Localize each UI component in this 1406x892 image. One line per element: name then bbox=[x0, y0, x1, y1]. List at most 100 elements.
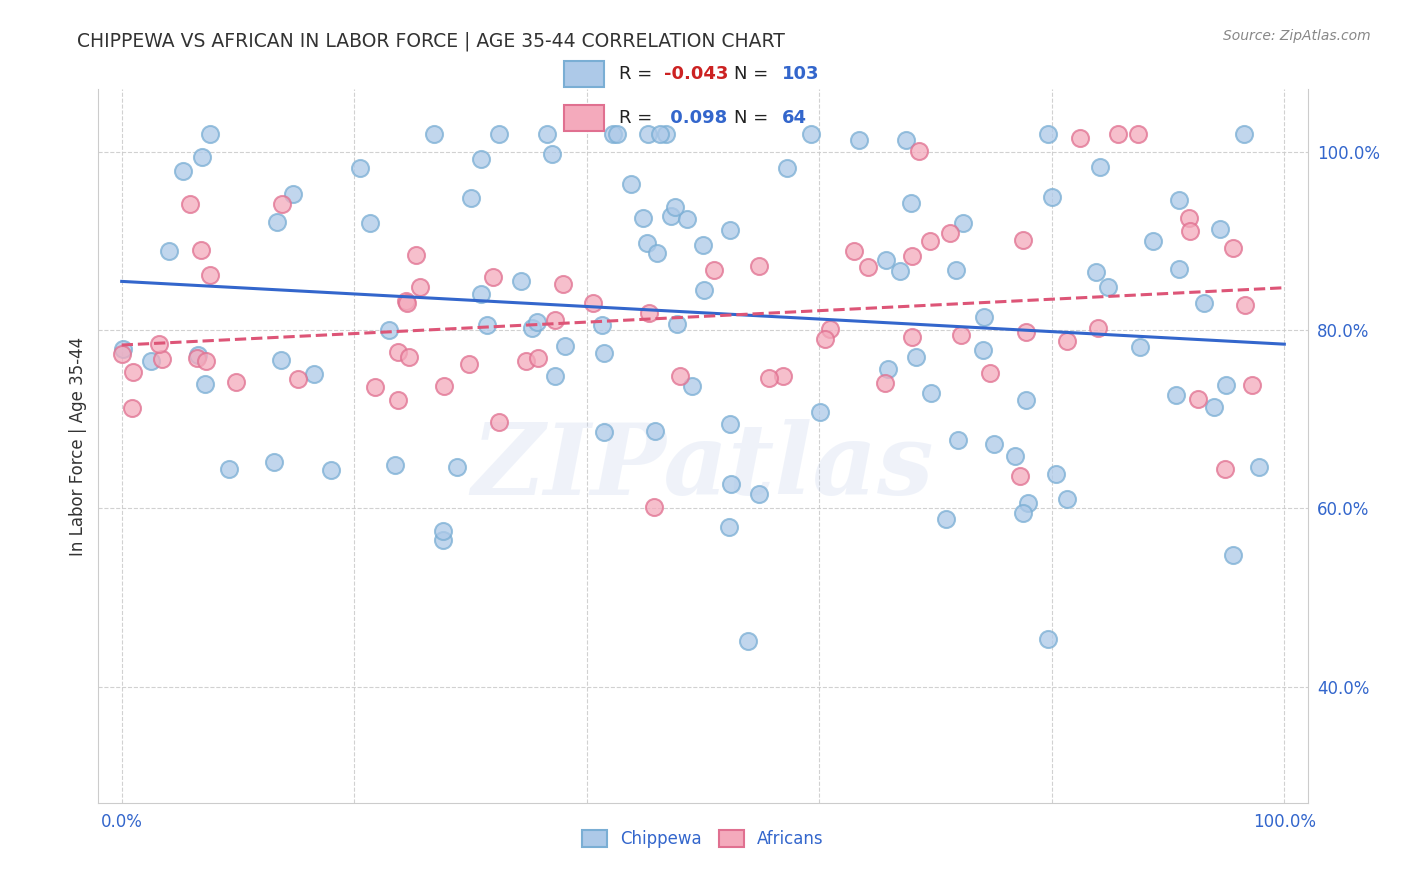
Point bbox=[1045, 467, 1067, 481]
Point bbox=[636, 236, 658, 251]
Point bbox=[470, 152, 492, 166]
Point bbox=[1164, 388, 1187, 402]
Point bbox=[972, 343, 994, 357]
Point bbox=[457, 358, 479, 372]
Text: ZIPatlas: ZIPatlas bbox=[472, 419, 934, 516]
Point bbox=[1056, 492, 1078, 507]
Point bbox=[190, 244, 212, 258]
Point bbox=[644, 424, 666, 438]
Point bbox=[1012, 234, 1035, 248]
Point bbox=[187, 348, 209, 362]
Point bbox=[384, 458, 406, 472]
Point bbox=[482, 269, 505, 284]
Point bbox=[591, 318, 613, 332]
Point bbox=[665, 317, 688, 331]
Point bbox=[1015, 393, 1038, 408]
Point bbox=[1088, 160, 1111, 174]
Point bbox=[654, 127, 676, 141]
Point bbox=[645, 246, 668, 260]
Point bbox=[668, 369, 690, 384]
Point bbox=[387, 393, 409, 408]
Point bbox=[800, 127, 823, 141]
Point bbox=[1215, 377, 1237, 392]
Point bbox=[950, 327, 973, 342]
Point bbox=[405, 247, 427, 261]
Point bbox=[703, 263, 725, 277]
Point bbox=[1178, 224, 1201, 238]
Point bbox=[973, 310, 995, 325]
Point bbox=[675, 211, 697, 226]
Point bbox=[488, 415, 510, 429]
Point bbox=[813, 332, 835, 346]
Point bbox=[631, 211, 654, 226]
Point bbox=[554, 338, 576, 352]
Point bbox=[1202, 400, 1225, 414]
Point bbox=[593, 425, 616, 439]
Point bbox=[536, 127, 558, 141]
Text: 64: 64 bbox=[782, 109, 807, 127]
Point bbox=[638, 306, 661, 320]
Point bbox=[446, 460, 468, 475]
Point bbox=[1011, 507, 1033, 521]
Point bbox=[1233, 298, 1256, 312]
Point bbox=[1129, 340, 1152, 354]
Point bbox=[920, 234, 942, 248]
Point bbox=[396, 295, 419, 310]
Point bbox=[1194, 296, 1216, 310]
Point bbox=[1167, 193, 1189, 207]
Point bbox=[842, 244, 865, 258]
Point bbox=[776, 161, 799, 176]
Point bbox=[200, 127, 222, 141]
Point bbox=[1209, 222, 1232, 236]
Point bbox=[856, 260, 879, 275]
Legend: Chippewa, Africans: Chippewa, Africans bbox=[575, 823, 831, 855]
Point bbox=[172, 164, 194, 178]
Point bbox=[901, 330, 924, 344]
Point bbox=[139, 354, 162, 368]
Point bbox=[543, 369, 565, 384]
Point bbox=[551, 277, 574, 292]
Point bbox=[818, 322, 841, 336]
Point bbox=[896, 133, 918, 147]
Point bbox=[1069, 131, 1091, 145]
Point bbox=[526, 315, 548, 329]
FancyBboxPatch shape bbox=[564, 104, 603, 131]
Point bbox=[945, 262, 967, 277]
Point bbox=[270, 353, 292, 368]
Point bbox=[111, 347, 134, 361]
Point bbox=[1177, 211, 1199, 225]
Text: R =: R = bbox=[619, 109, 658, 127]
Point bbox=[939, 226, 962, 240]
Point bbox=[681, 379, 703, 393]
Text: 0.098: 0.098 bbox=[664, 109, 727, 127]
Point bbox=[1097, 280, 1119, 294]
Point bbox=[900, 196, 922, 211]
Text: N =: N = bbox=[734, 109, 773, 127]
Point bbox=[225, 375, 247, 389]
Point bbox=[112, 343, 135, 357]
Point bbox=[908, 144, 931, 158]
Point bbox=[408, 279, 430, 293]
Y-axis label: In Labor Force | Age 35-44: In Labor Force | Age 35-44 bbox=[69, 336, 87, 556]
Point bbox=[321, 463, 343, 477]
Point bbox=[1222, 242, 1244, 256]
Text: 103: 103 bbox=[782, 64, 820, 83]
Point bbox=[758, 371, 780, 385]
Point bbox=[692, 237, 714, 252]
Point bbox=[515, 354, 537, 368]
Point bbox=[527, 351, 550, 366]
Point bbox=[359, 216, 381, 230]
Point bbox=[271, 197, 294, 211]
Point bbox=[395, 293, 418, 308]
Point bbox=[191, 150, 214, 164]
Point bbox=[901, 249, 924, 263]
Point bbox=[470, 286, 492, 301]
Point bbox=[398, 350, 420, 364]
Point bbox=[364, 380, 387, 394]
Point bbox=[889, 264, 911, 278]
Point bbox=[195, 353, 218, 368]
Point bbox=[186, 351, 208, 365]
Text: -0.043: -0.043 bbox=[664, 64, 728, 83]
Point bbox=[593, 346, 616, 360]
Point bbox=[263, 455, 285, 469]
